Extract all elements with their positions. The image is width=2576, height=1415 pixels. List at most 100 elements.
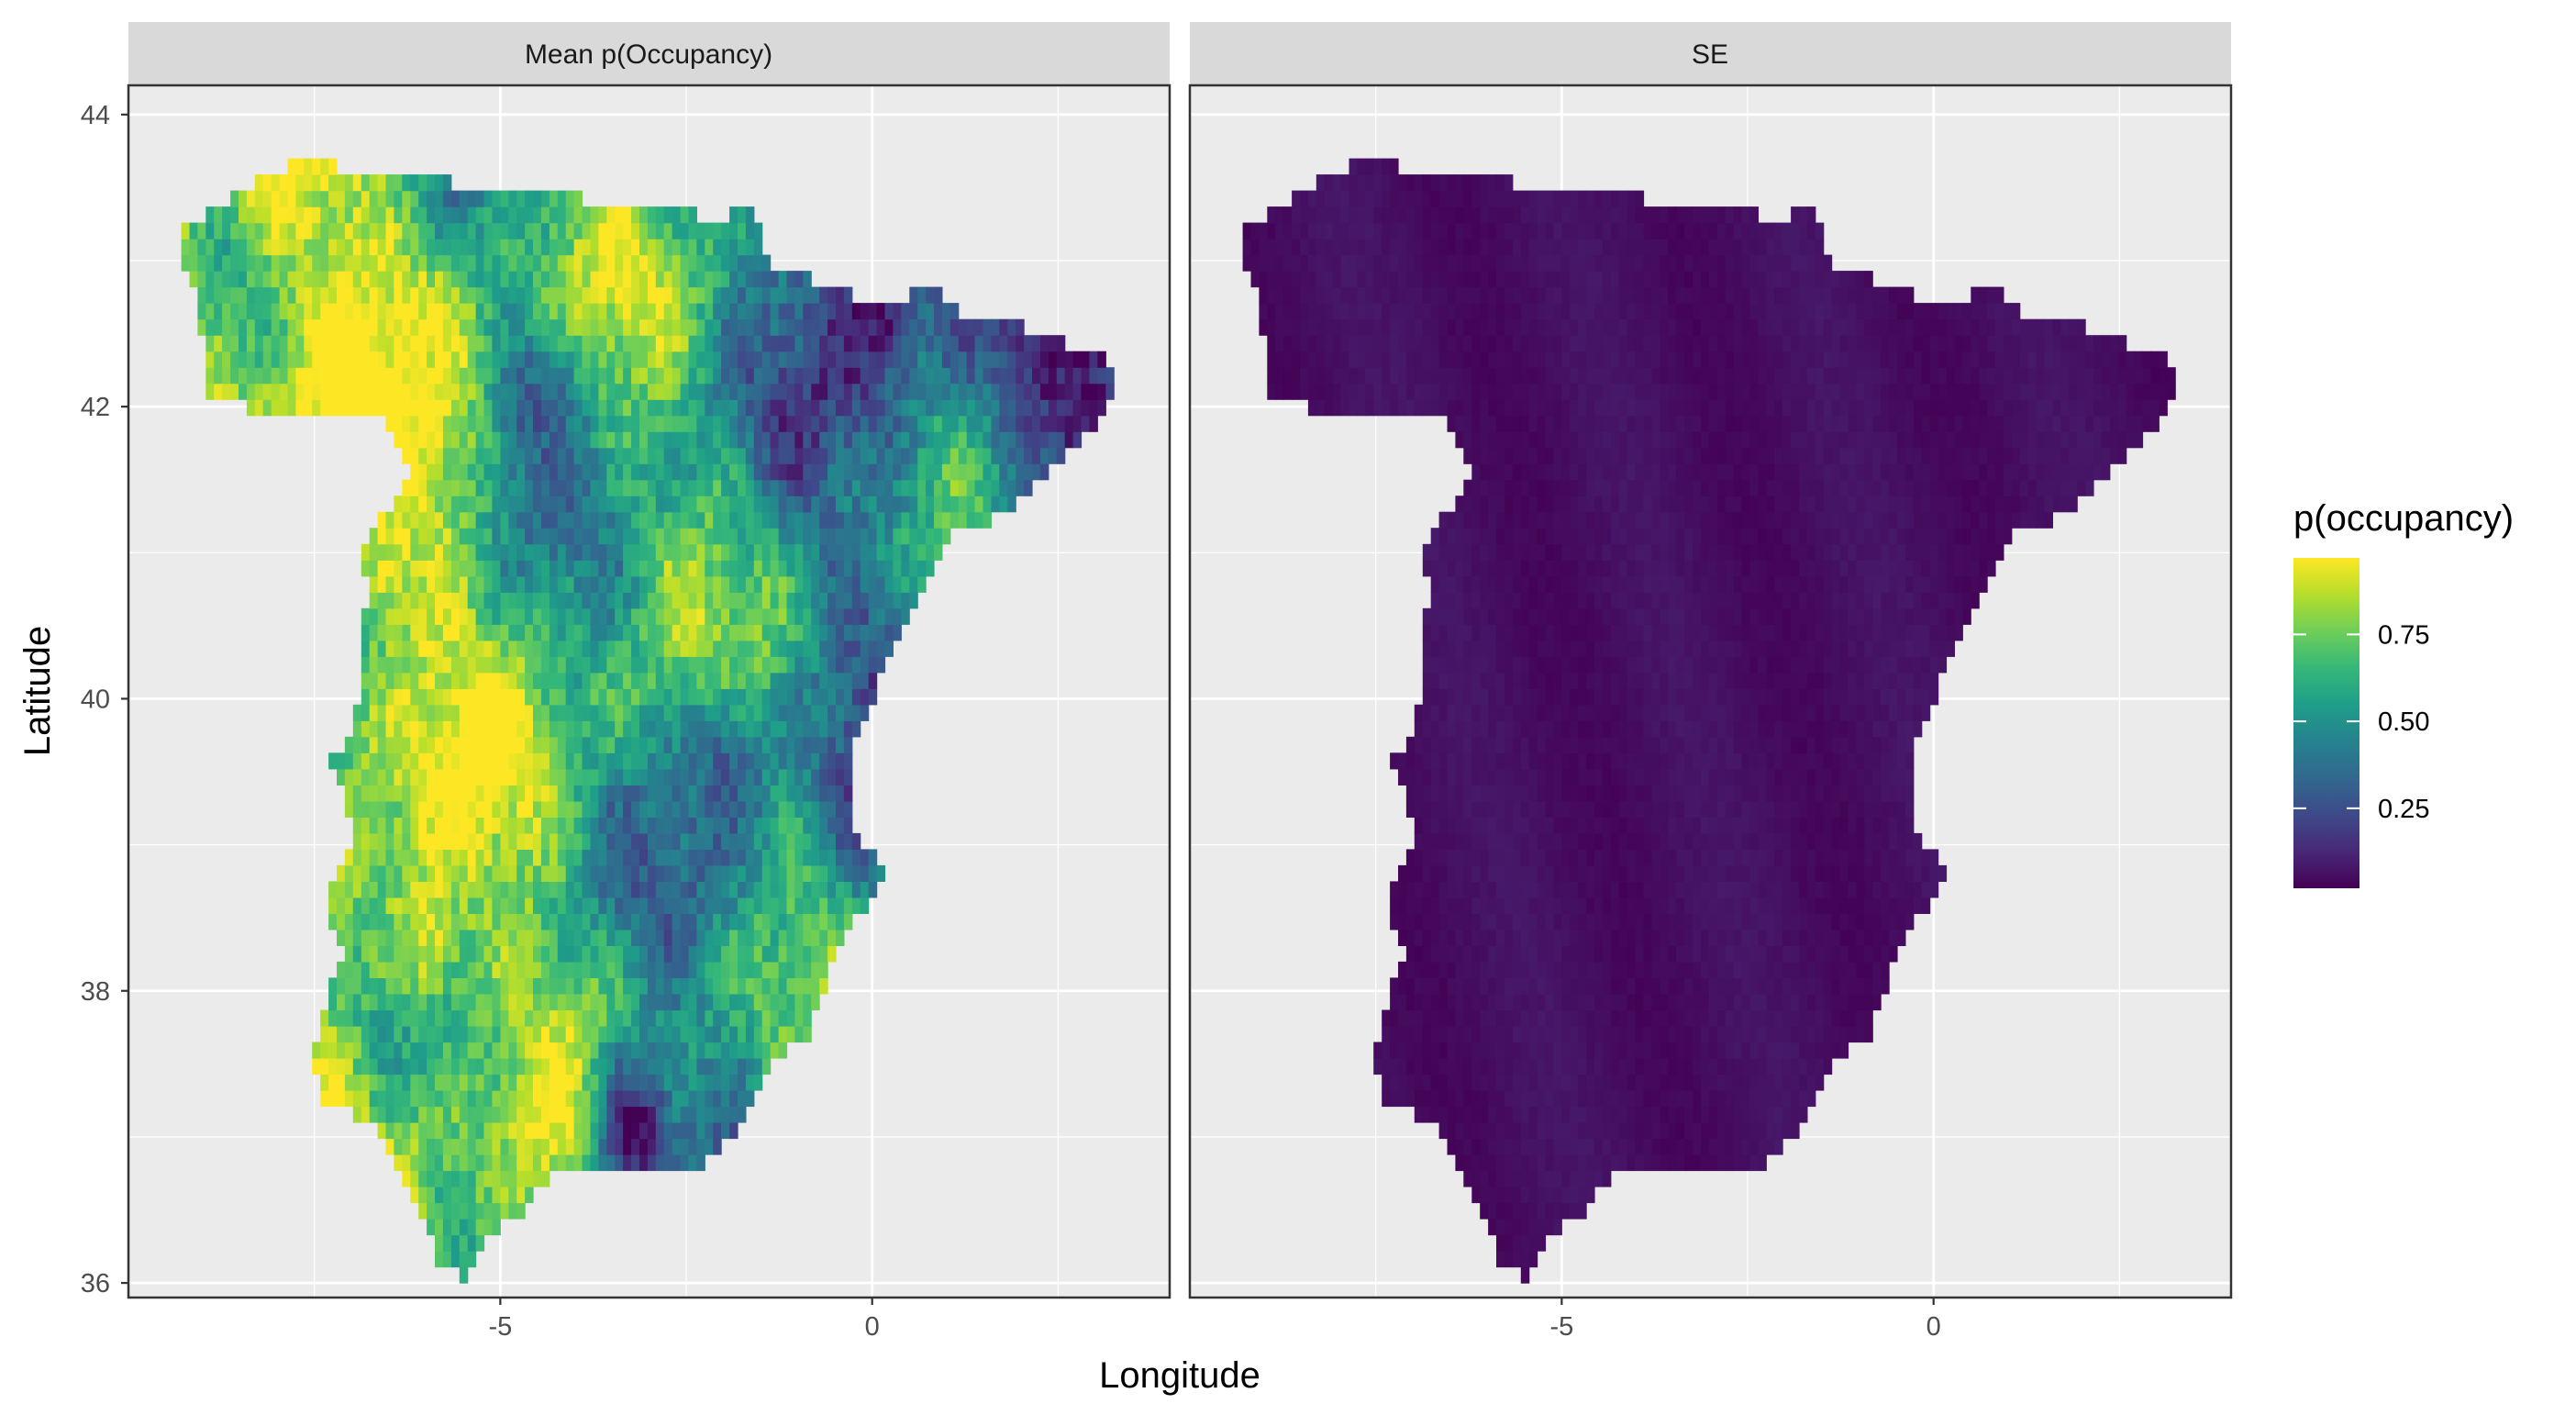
raster-cell — [811, 286, 820, 304]
raster-cell — [991, 496, 1000, 513]
raster-cell — [540, 543, 550, 561]
raster-cell — [991, 399, 1000, 417]
raster-cell — [761, 607, 772, 625]
raster-cell — [753, 768, 763, 785]
raster-cell — [729, 640, 738, 657]
raster-cell — [843, 543, 853, 561]
raster-cell — [475, 351, 485, 368]
raster-cell — [230, 303, 239, 320]
raster-cell — [590, 768, 599, 785]
raster-cell — [410, 800, 419, 818]
raster-cell — [696, 1074, 705, 1091]
raster-cell — [696, 1058, 705, 1075]
raster-cell — [926, 286, 935, 304]
raster-cell — [573, 897, 583, 914]
raster-cell — [1504, 1106, 1514, 1123]
raster-cell — [631, 222, 640, 240]
raster-cell — [352, 977, 362, 995]
raster-cell — [540, 913, 550, 930]
raster-cell — [394, 1009, 403, 1027]
raster-cell — [1447, 1090, 1456, 1108]
raster-cell — [794, 640, 804, 657]
raster-cell — [1390, 1009, 1399, 1027]
raster-cell — [516, 1090, 526, 1108]
raster-cell — [1864, 1026, 1873, 1043]
raster-cell — [214, 222, 223, 240]
raster-cell — [337, 367, 346, 384]
raster-cell — [540, 1170, 550, 1187]
raster-cell — [540, 592, 550, 609]
raster-cell — [516, 190, 526, 207]
raster-cell — [696, 849, 705, 866]
raster-cell — [606, 929, 616, 946]
raster-cell — [623, 736, 632, 753]
raster-cell — [590, 318, 599, 336]
raster-cell — [738, 864, 747, 882]
raster-cell — [1782, 1058, 1792, 1075]
raster-cell — [369, 832, 379, 850]
raster-cell — [418, 431, 427, 449]
raster-cell — [1823, 994, 1833, 1011]
raster-cell — [1741, 1106, 1751, 1123]
raster-cell — [738, 1074, 747, 1091]
raster-cell — [1463, 1154, 1472, 1172]
raster-cell — [623, 832, 632, 850]
raster-cell — [745, 1058, 755, 1075]
raster-cell — [516, 849, 526, 866]
raster-cell — [590, 511, 599, 529]
raster-cell — [770, 768, 780, 785]
raster-cell — [778, 607, 788, 625]
raster-cell — [410, 528, 419, 545]
raster-cell — [639, 335, 649, 352]
raster-cell — [803, 881, 812, 898]
raster-cell — [525, 800, 534, 818]
raster-cell — [598, 832, 607, 850]
raster-cell — [615, 511, 624, 529]
raster-cell — [402, 897, 411, 914]
raster-cell — [999, 367, 1008, 384]
raster-cell — [696, 607, 705, 625]
raster-cell — [254, 286, 264, 304]
raster-cell — [901, 447, 910, 464]
raster-cell — [573, 511, 583, 529]
raster-cell — [745, 640, 755, 657]
raster-cell — [647, 528, 657, 545]
raster-cell — [631, 303, 640, 320]
raster-cell — [909, 415, 918, 432]
raster-cell — [696, 768, 705, 785]
raster-cell — [565, 736, 575, 753]
raster-cell — [647, 254, 657, 272]
raster-cell — [631, 656, 640, 674]
raster-cell — [467, 1122, 477, 1140]
raster-cell — [1039, 447, 1049, 464]
raster-cell — [794, 286, 804, 304]
raster-cell — [713, 656, 722, 674]
raster-cell — [1741, 1009, 1751, 1027]
raster-cell — [606, 1042, 616, 1059]
raster-cell — [811, 383, 820, 400]
raster-cell — [533, 881, 542, 898]
raster-cell — [803, 592, 812, 609]
raster-cell — [508, 511, 517, 529]
raster-cell — [836, 431, 845, 449]
raster-cell — [941, 431, 951, 449]
raster-cell — [475, 575, 485, 593]
raster-cell — [459, 431, 469, 449]
raster-cell — [459, 1026, 469, 1043]
raster-cell — [590, 222, 599, 240]
raster-cell — [1032, 367, 1041, 384]
raster-cell — [500, 479, 509, 496]
raster-cell — [761, 318, 772, 336]
raster-cell — [377, 832, 387, 850]
raster-cell — [974, 496, 984, 513]
raster-cell — [713, 785, 722, 802]
raster-cell — [508, 496, 517, 513]
raster-cell — [631, 752, 640, 770]
raster-cell — [1716, 1138, 1727, 1155]
raster-cell — [492, 832, 501, 850]
raster-cell — [598, 704, 607, 721]
raster-cell — [271, 222, 281, 240]
raster-cell — [508, 463, 517, 481]
raster-cell — [492, 415, 501, 432]
raster-cell — [811, 463, 820, 481]
